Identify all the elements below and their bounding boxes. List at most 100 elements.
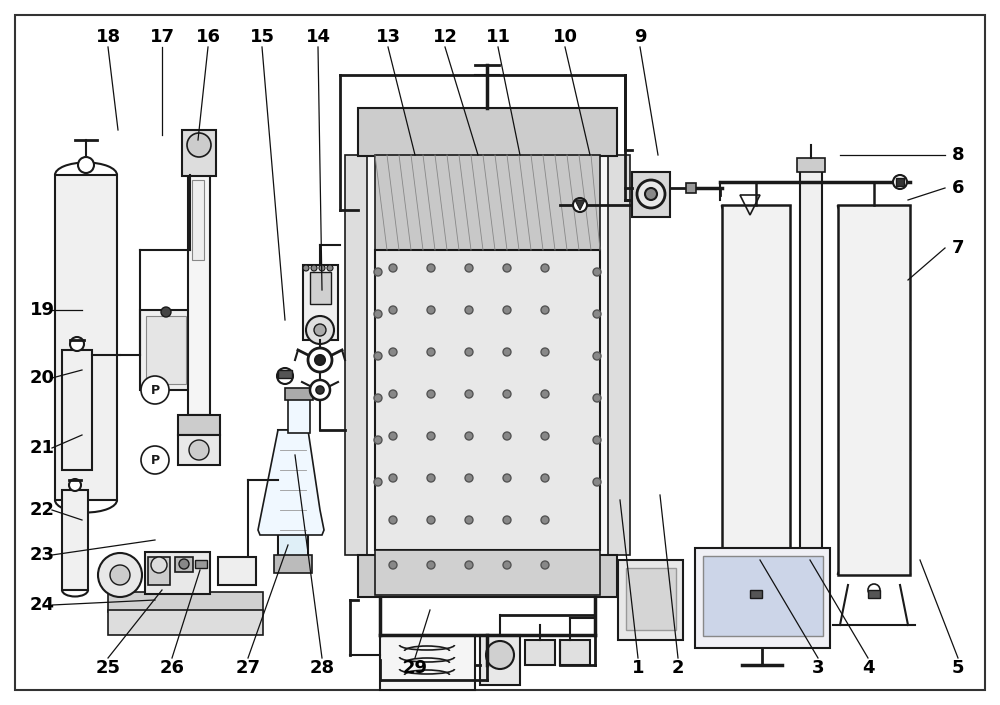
Bar (800, 170, 822, 590)
Text: 22: 22 (30, 501, 54, 519)
Bar (62, 490, 88, 590)
Circle shape (303, 265, 309, 271)
Bar (280, 495, 306, 555)
Bar (274, 555, 312, 573)
Circle shape (573, 198, 587, 212)
Circle shape (310, 380, 330, 400)
Circle shape (374, 310, 382, 318)
Text: P: P (150, 384, 160, 396)
Circle shape (141, 376, 169, 404)
Bar (375, 155, 600, 250)
Text: 25: 25 (96, 659, 120, 677)
Circle shape (141, 446, 169, 474)
Circle shape (179, 559, 189, 569)
Bar (55, 175, 117, 500)
Bar (303, 265, 338, 340)
Circle shape (389, 390, 397, 398)
Bar (310, 272, 331, 304)
Bar (703, 556, 823, 636)
Bar (618, 560, 683, 640)
Text: 3: 3 (812, 659, 824, 677)
Circle shape (316, 386, 324, 394)
Circle shape (503, 390, 511, 398)
Circle shape (486, 641, 514, 669)
Text: 7: 7 (952, 239, 964, 257)
Bar (797, 590, 825, 604)
Text: 15: 15 (250, 28, 274, 46)
Bar (218, 557, 256, 585)
Circle shape (893, 175, 907, 189)
Bar (62, 350, 92, 470)
Circle shape (277, 368, 293, 384)
Circle shape (465, 390, 473, 398)
Circle shape (645, 188, 657, 200)
Bar (285, 388, 313, 400)
Circle shape (427, 348, 435, 356)
Bar (722, 205, 790, 575)
Bar (360, 115, 615, 595)
Circle shape (306, 316, 334, 344)
Circle shape (314, 324, 326, 336)
Circle shape (374, 268, 382, 276)
Text: 12: 12 (432, 28, 458, 46)
Circle shape (541, 348, 549, 356)
Circle shape (541, 264, 549, 272)
Circle shape (541, 474, 549, 482)
Text: 26: 26 (160, 659, 184, 677)
Bar (188, 175, 210, 415)
Text: 14: 14 (306, 28, 330, 46)
Text: 18: 18 (95, 28, 121, 46)
Text: 2: 2 (672, 659, 684, 677)
Circle shape (503, 264, 511, 272)
Circle shape (637, 180, 665, 208)
Bar (632, 172, 670, 217)
Circle shape (465, 516, 473, 524)
Bar (288, 395, 310, 433)
Bar (108, 610, 263, 635)
Circle shape (503, 348, 511, 356)
Circle shape (503, 516, 511, 524)
Circle shape (374, 478, 382, 486)
Circle shape (389, 432, 397, 440)
Circle shape (374, 436, 382, 444)
Bar (358, 108, 617, 156)
Text: 29: 29 (402, 659, 428, 677)
Text: 24: 24 (30, 596, 54, 614)
Text: 21: 21 (30, 439, 54, 457)
Circle shape (465, 561, 473, 569)
Bar (148, 557, 170, 585)
Text: 5: 5 (952, 659, 964, 677)
Bar (608, 155, 630, 555)
Circle shape (110, 565, 130, 585)
Text: 16: 16 (196, 28, 220, 46)
Bar (375, 550, 600, 595)
Circle shape (593, 352, 601, 360)
Circle shape (503, 432, 511, 440)
Text: 4: 4 (862, 659, 874, 677)
Circle shape (427, 390, 435, 398)
Circle shape (541, 390, 549, 398)
Text: 28: 28 (309, 659, 335, 677)
Bar (146, 316, 186, 384)
Bar (686, 183, 696, 193)
Circle shape (465, 306, 473, 314)
Circle shape (541, 432, 549, 440)
Text: 10: 10 (552, 28, 578, 46)
Circle shape (427, 474, 435, 482)
Circle shape (427, 306, 435, 314)
Polygon shape (575, 200, 585, 210)
Circle shape (750, 584, 762, 596)
Bar (380, 635, 475, 690)
Circle shape (593, 436, 601, 444)
Bar (345, 155, 367, 555)
Bar (797, 158, 825, 172)
Bar (182, 130, 216, 176)
Bar (375, 250, 600, 550)
Circle shape (541, 516, 549, 524)
Bar (278, 370, 292, 378)
Circle shape (389, 474, 397, 482)
Text: 13: 13 (376, 28, 400, 46)
Bar (278, 430, 308, 560)
Text: 6: 6 (952, 179, 964, 197)
Bar (838, 205, 910, 575)
